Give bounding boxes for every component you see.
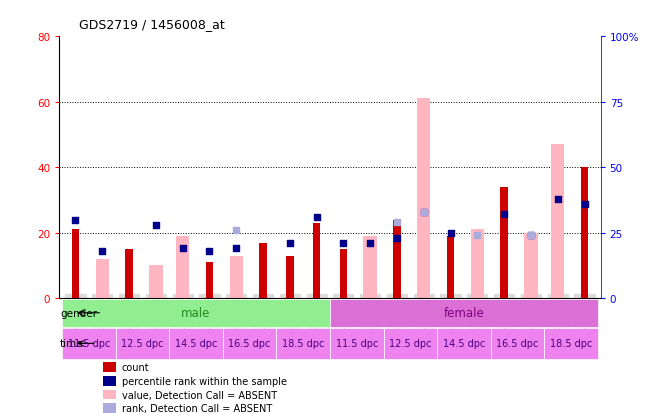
Point [312,214,322,221]
Bar [471,230,484,299]
Bar [286,256,294,299]
Text: count: count [121,362,149,372]
Bar [313,223,320,299]
Point [499,211,510,218]
FancyBboxPatch shape [223,328,277,359]
Point [150,222,161,229]
Text: 12.5 dpc: 12.5 dpc [389,339,432,349]
Bar [103,404,116,413]
Text: 18.5 dpc: 18.5 dpc [550,339,592,349]
Bar [364,237,377,299]
Bar [103,389,116,399]
Point [579,201,590,208]
Point [70,217,81,223]
Point [231,227,242,234]
Text: female: female [444,306,484,320]
Text: male: male [182,306,211,320]
FancyBboxPatch shape [544,328,598,359]
Point [365,240,376,247]
Point [418,209,429,216]
FancyBboxPatch shape [169,328,223,359]
FancyBboxPatch shape [330,299,598,327]
Point [391,235,402,242]
Text: 11.5 dpc: 11.5 dpc [68,339,110,349]
Bar [447,237,454,299]
Bar [340,249,347,299]
Bar [551,145,564,299]
Bar [230,256,243,299]
FancyBboxPatch shape [437,328,491,359]
Bar [524,233,538,299]
Text: 18.5 dpc: 18.5 dpc [282,339,325,349]
Bar [581,168,588,299]
Text: 16.5 dpc: 16.5 dpc [228,339,271,349]
Point [391,219,402,226]
Bar [206,263,213,299]
Point [231,246,242,252]
Bar [103,376,116,386]
Point [338,240,348,247]
Bar [417,99,430,299]
Text: gender: gender [60,308,97,318]
Bar [96,259,109,299]
Bar [500,188,508,299]
Text: 14.5 dpc: 14.5 dpc [443,339,485,349]
Bar [149,266,162,299]
Text: rank, Detection Call = ABSENT: rank, Detection Call = ABSENT [121,404,272,413]
FancyBboxPatch shape [62,299,330,327]
Text: GDS2719 / 1456008_at: GDS2719 / 1456008_at [79,18,225,31]
FancyBboxPatch shape [491,328,544,359]
Text: 14.5 dpc: 14.5 dpc [175,339,217,349]
Text: value, Detection Call = ABSENT: value, Detection Call = ABSENT [121,389,277,399]
Point [204,248,214,255]
Bar [176,237,189,299]
FancyBboxPatch shape [62,328,116,359]
Point [446,230,456,237]
Text: percentile rank within the sample: percentile rank within the sample [121,376,286,386]
Text: 16.5 dpc: 16.5 dpc [496,339,539,349]
Bar [125,249,133,299]
Bar [72,230,79,299]
Point [552,196,563,202]
Point [472,233,482,239]
Text: time: time [60,339,84,349]
Text: 12.5 dpc: 12.5 dpc [121,339,164,349]
Text: 11.5 dpc: 11.5 dpc [335,339,378,349]
Point [178,246,188,252]
Point [525,233,536,239]
Point [525,233,536,239]
Point [97,248,108,255]
FancyBboxPatch shape [383,328,437,359]
Bar [393,220,401,299]
FancyBboxPatch shape [115,328,169,359]
Point [418,209,429,216]
FancyBboxPatch shape [330,328,383,359]
Point [284,240,295,247]
FancyBboxPatch shape [277,328,330,359]
Bar [103,362,116,372]
Bar [259,243,267,299]
